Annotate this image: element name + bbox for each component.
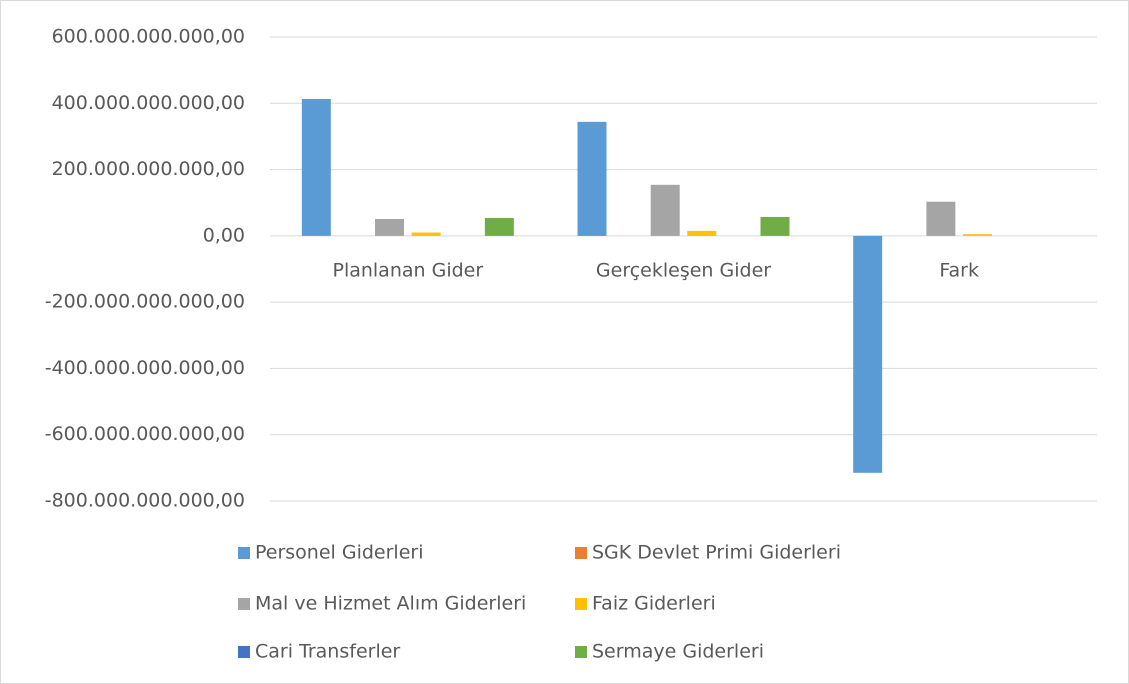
bar [760, 216, 790, 236]
bar [926, 201, 956, 236]
legend-label: SGK Devlet Primi Giderleri [592, 542, 841, 564]
x-tick-label: Planlanan Gider [332, 260, 483, 282]
legend-label: Mal ve Hizmet Alım Giderleri [255, 593, 526, 615]
y-tick-label: -800.000.000.000,00 [45, 490, 245, 512]
bar [687, 230, 717, 236]
bar [411, 232, 441, 236]
x-tick-label: Gerçekleşen Gider [596, 260, 771, 282]
y-tick-label: 200.000.000.000,00 [52, 158, 245, 180]
bar [375, 218, 405, 236]
legend-swatch [575, 598, 587, 610]
bar [853, 235, 883, 473]
y-tick-label: 0,00 [203, 224, 245, 246]
legend-swatch [238, 646, 250, 658]
y-tick-label: 600.000.000.000,00 [52, 26, 245, 48]
y-tick-label: -600.000.000.000,00 [45, 423, 245, 445]
legend-label: Faiz Giderleri [592, 593, 716, 615]
y-tick-label: -200.000.000.000,00 [45, 291, 245, 313]
legend-label: Sermaye Giderleri [592, 641, 764, 663]
bar [650, 184, 680, 236]
legend-label: Personel Giderleri [255, 542, 423, 564]
bar [484, 217, 514, 236]
legend-swatch [575, 646, 587, 658]
y-tick-label: -400.000.000.000,00 [45, 357, 245, 379]
x-tick-label: Fark [939, 260, 979, 282]
legend-swatch [238, 598, 250, 610]
bar [962, 234, 992, 236]
legend-swatch [238, 547, 250, 559]
bar [301, 98, 331, 236]
bar [577, 121, 607, 236]
legend-swatch [575, 547, 587, 559]
y-tick-label: 400.000.000.000,00 [52, 92, 245, 114]
legend-label: Cari Transferler [255, 641, 400, 663]
